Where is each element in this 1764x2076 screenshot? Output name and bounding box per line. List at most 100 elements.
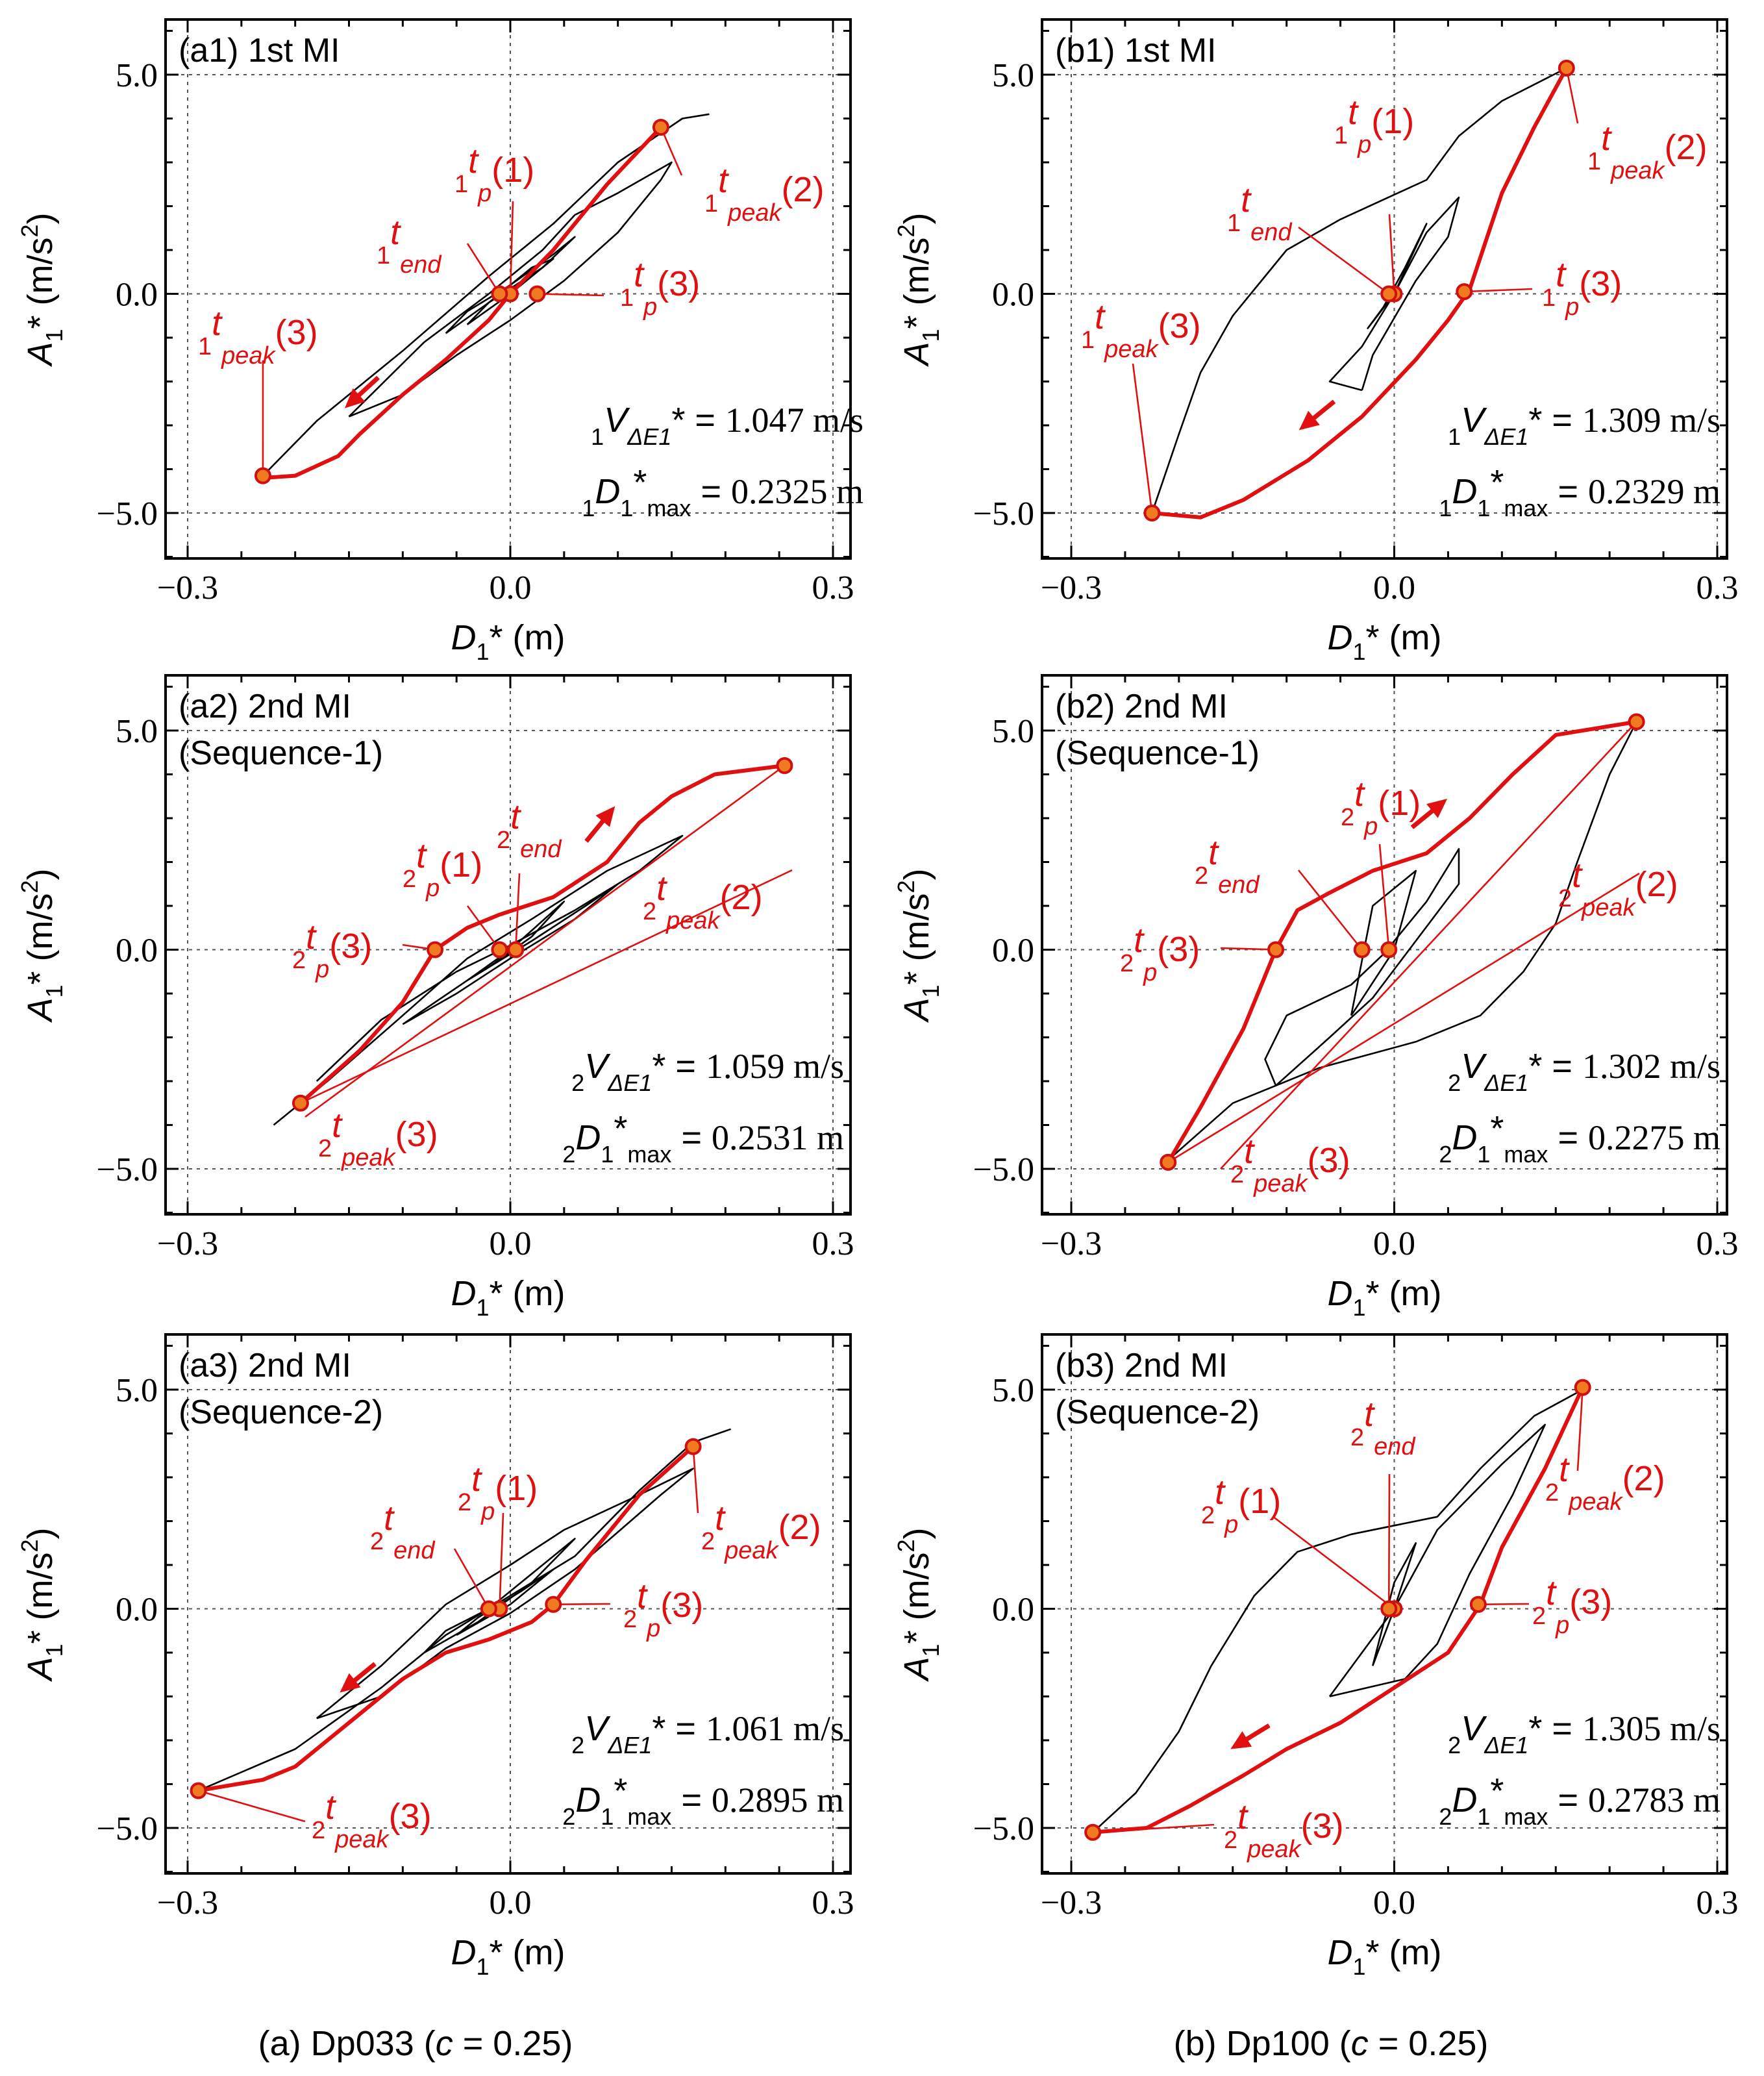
marker-2t_end	[1353, 941, 1371, 958]
black-loop-series	[1092, 1388, 1584, 1833]
marker-1t_p(3)	[528, 285, 546, 303]
y-tick-label: 0.0	[992, 277, 1034, 314]
marker-leader	[1576, 1387, 1584, 1471]
x-tick-label: −0.3	[1041, 569, 1102, 607]
x-tick-label: 0.3	[812, 1884, 854, 1921]
marker-label: 2tp(1)	[1201, 1473, 1281, 1538]
marker-leader	[1093, 1823, 1215, 1834]
stat-line: 1VΔE1* = 1.309 m/s	[1448, 401, 1721, 450]
x-tick-label: −0.3	[157, 1884, 218, 1921]
y-axis-label: A1* (m/s2)	[893, 212, 944, 367]
black-loop-series	[1151, 67, 1567, 514]
x-tick-label: 0.3	[812, 569, 854, 607]
marker-leader	[1132, 363, 1153, 514]
stat-line: 2D1*max = 0.2275 m	[1439, 1109, 1721, 1168]
y-tick-label: −5.0	[973, 495, 1034, 532]
x-axis-label: D1* (m)	[1328, 1933, 1442, 1980]
x-tick-label: 0.3	[1696, 569, 1739, 607]
marker-leader	[537, 293, 604, 297]
panel-title: (Sequence-2)	[1055, 1394, 1260, 1431]
black-loop-series	[198, 1428, 732, 1792]
marker-1t_peak(3)	[1143, 505, 1161, 521]
y-tick-label: 5.0	[992, 57, 1034, 94]
x-axis-label: D1* (m)	[1328, 1274, 1442, 1321]
black-loop-series	[262, 113, 710, 477]
x-axis-label: D1* (m)	[451, 1274, 565, 1321]
x-tick-label: 0.3	[812, 1225, 854, 1262]
panel-b3: −0.3 0.0 0.3 5.0 0.0 −5.0 D1* (m) A1* (m/s2) (b3…	[893, 1333, 1739, 1980]
marker-2t_p(3)	[1267, 941, 1285, 958]
stat-line: 2VΔE1* = 1.305 m/s	[1448, 1709, 1721, 1758]
x-tick-label: 0.0	[1373, 569, 1415, 607]
plot-frame	[164, 1333, 852, 1875]
direction-arrow-icon	[340, 1673, 361, 1693]
marker-label: 2tp(3)	[1120, 921, 1200, 986]
panel-title: (a1) 1st MI	[179, 32, 340, 69]
plot-frame	[164, 18, 852, 560]
marker-2t_end	[507, 941, 525, 958]
marker-label: 2tp(3)	[623, 1577, 703, 1642]
stat-line: 2D1*max = 0.2783 m	[1439, 1771, 1721, 1830]
marker-label: 2tpeak(3)	[1224, 1797, 1344, 1863]
x-tick-label: −0.3	[1041, 1884, 1102, 1921]
red-path-series	[1150, 66, 1569, 519]
stat-line: 1VΔE1* = 1.047 m/s	[591, 401, 863, 450]
y-axis-label: A1* (m/s2)	[16, 868, 68, 1023]
x-tick-label: −0.3	[1041, 1225, 1102, 1262]
x-tick-label: 0.0	[1373, 1225, 1415, 1262]
marker-label: 2tp(1)	[1341, 775, 1421, 840]
marker-leader	[466, 243, 501, 295]
marker-2t_peak(3)	[1628, 713, 1645, 731]
panel-a3: −0.3 0.0 0.3 5.0 0.0 −5.0 D1* (m) A1* (m/s2) (a3…	[16, 1333, 854, 1980]
marker-1t_end	[491, 285, 508, 303]
marker-label: 2tp(1)	[458, 1460, 538, 1525]
x-axis-label: D1* (m)	[1328, 618, 1442, 665]
marker-leader	[1167, 872, 1640, 1163]
marker-1t_peak(2)	[1558, 59, 1575, 77]
red-path-series	[261, 125, 663, 480]
marker-leader	[1220, 721, 1637, 1169]
marker-1t_p(3)	[1456, 283, 1473, 301]
panel-a1: −0.3 0.0 0.3 5.0 0.0 −5.0 D1* (m) A1* (m/s2) (a1…	[16, 18, 863, 665]
direction-arrow-icon	[344, 388, 366, 408]
y-tick-label: 0.0	[116, 932, 158, 969]
red-path-series	[1091, 1385, 1585, 1834]
panel-title: (a3) 2nd MI	[179, 1347, 351, 1384]
marker-label: 2tpeak(3)	[312, 1788, 432, 1853]
y-tick-label: 0.0	[116, 1592, 158, 1629]
marker-label: 2tpeak(3)	[1230, 1132, 1350, 1197]
black-loop-series	[1264, 848, 1460, 1086]
marker-2t_p(3)	[1469, 1595, 1487, 1613]
marker-label: 1tp(1)	[454, 142, 534, 207]
direction-arrow-icon	[1298, 410, 1320, 431]
marker-label: 2tpeak(2)	[1558, 856, 1678, 921]
marker-leader	[553, 1603, 611, 1606]
panel-title: (a2) 2nd MI	[179, 688, 351, 725]
marker-2t_peak(2)	[684, 1438, 702, 1455]
marker-2t_p(1)	[1380, 941, 1398, 958]
red-path-series	[1166, 719, 1639, 1164]
marker-2t_peak(3)	[776, 757, 793, 774]
y-tick-label: −5.0	[973, 1810, 1034, 1847]
marker-leader	[1220, 947, 1276, 951]
marker-leader	[304, 764, 786, 1118]
caption-b: (b) Dp100 (c = 0.25)	[1174, 2024, 1489, 2063]
marker-leader	[1272, 1515, 1395, 1610]
marker-2t_end	[480, 1600, 497, 1618]
y-axis-label: A1* (m/s2)	[893, 868, 944, 1023]
y-axis-label: A1* (m/s2)	[893, 1527, 944, 1682]
plot-frame	[1041, 674, 1728, 1216]
marker-leader	[198, 1790, 306, 1823]
y-tick-label: −5.0	[97, 495, 158, 532]
marker-label: 1tpeak(3)	[1081, 297, 1201, 363]
x-tick-label: 0.0	[490, 569, 532, 607]
plot-frame	[1041, 18, 1728, 560]
x-tick-label: −0.3	[157, 1225, 218, 1262]
marker-leader	[1388, 214, 1395, 294]
y-tick-label: 5.0	[992, 713, 1034, 750]
y-tick-label: −5.0	[973, 1151, 1034, 1188]
direction-arrow-icon	[595, 806, 615, 827]
x-tick-label: −0.3	[157, 569, 218, 607]
panel-b1: −0.3 0.0 0.3 5.0 0.0 −5.0 D1* (m) A1* (m/s2) (b1…	[893, 18, 1739, 665]
marker-label: 2tend	[1350, 1395, 1416, 1460]
